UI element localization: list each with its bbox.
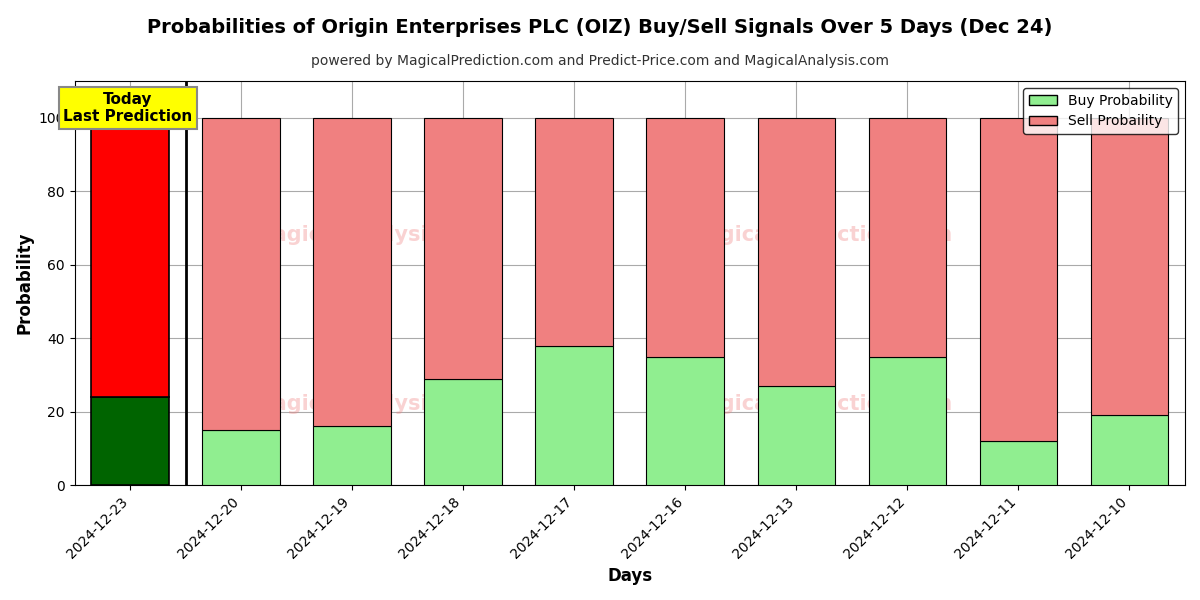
Bar [869, 356, 947, 485]
Bar [979, 441, 1057, 485]
Text: powered by MagicalPrediction.com and Predict-Price.com and MagicalAnalysis.com: powered by MagicalPrediction.com and Pre… [311, 54, 889, 68]
Bar [647, 118, 725, 356]
Bar [313, 118, 391, 427]
Bar [869, 118, 947, 356]
Legend: Buy Probability, Sell Probaility: Buy Probability, Sell Probaility [1024, 88, 1178, 134]
Y-axis label: Probability: Probability [16, 232, 34, 334]
Bar [1091, 118, 1169, 415]
Text: MagicalPrediction.com: MagicalPrediction.com [685, 224, 953, 245]
X-axis label: Days: Days [607, 567, 653, 585]
Bar [91, 397, 169, 485]
Text: Probabilities of Origin Enterprises PLC (OIZ) Buy/Sell Signals Over 5 Days (Dec : Probabilities of Origin Enterprises PLC … [148, 18, 1052, 37]
Bar [425, 379, 502, 485]
Bar [91, 118, 169, 397]
Text: MagicalAnalysis.com: MagicalAnalysis.com [252, 224, 497, 245]
Bar [203, 118, 280, 430]
Bar [757, 118, 835, 386]
Text: MagicalAnalysis.com: MagicalAnalysis.com [252, 394, 497, 415]
Bar [425, 118, 502, 379]
Bar [757, 386, 835, 485]
Bar [535, 346, 613, 485]
Bar [979, 118, 1057, 441]
Bar [1091, 415, 1169, 485]
Text: Today
Last Prediction: Today Last Prediction [64, 92, 192, 124]
Bar [203, 430, 280, 485]
Text: MagicalPrediction.com: MagicalPrediction.com [685, 394, 953, 415]
Bar [647, 356, 725, 485]
Bar [535, 118, 613, 346]
Bar [313, 427, 391, 485]
